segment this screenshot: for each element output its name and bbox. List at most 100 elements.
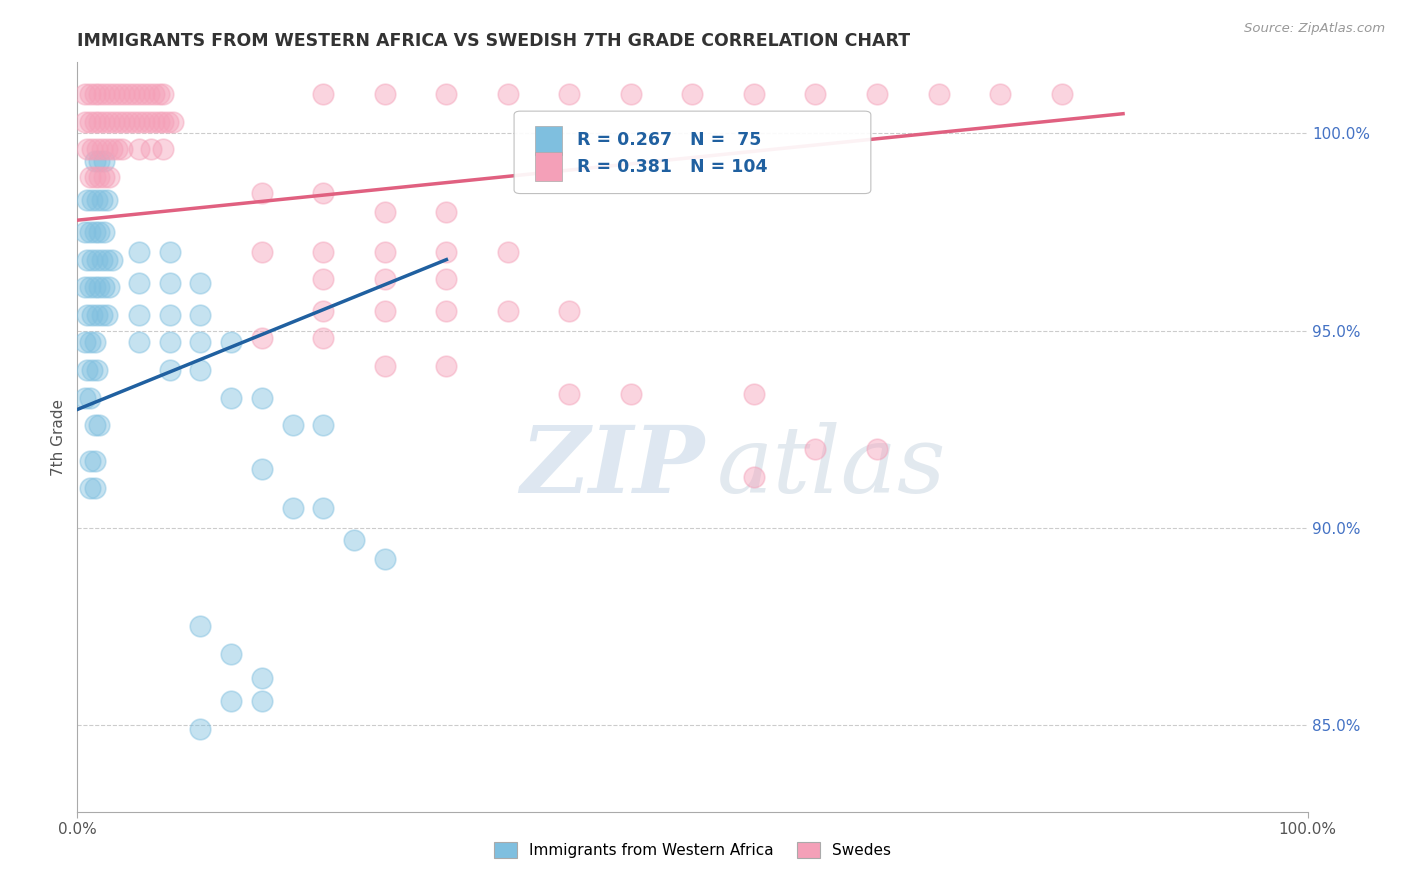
Point (90, 142, 114, 156)
Text: IMMIGRANTS FROM WESTERN AFRICA VS SWEDISH 7TH GRADE CORRELATION CHART: IMMIGRANTS FROM WESTERN AFRICA VS SWEDIS… (77, 32, 911, 50)
Point (79, 280, 101, 294)
Point (436, 87, 458, 101)
Point (73, 280, 96, 294)
Point (83, 225, 105, 239)
Point (73, 87, 96, 101)
Point (742, 386, 765, 401)
Point (82, 363, 104, 377)
Point (436, 205, 458, 219)
Point (76, 363, 98, 377)
Point (89, 87, 111, 101)
Legend: Immigrants from Western Africa, Swedes: Immigrants from Western Africa, Swedes (488, 836, 897, 864)
Point (496, 304, 519, 318)
Point (89, 280, 111, 294)
Point (988, 87, 1011, 101)
Point (82, 194, 104, 208)
Point (250, 391, 273, 405)
Point (152, 114, 174, 128)
Point (152, 87, 174, 101)
FancyBboxPatch shape (536, 153, 562, 181)
Point (122, 114, 145, 128)
Point (86, 252, 108, 267)
Point (103, 114, 125, 128)
Point (250, 461, 273, 475)
Point (83, 418, 105, 433)
Point (93, 280, 115, 294)
Point (93, 154, 115, 169)
Point (159, 335, 181, 350)
Point (108, 87, 131, 101)
Point (118, 87, 141, 101)
Point (103, 87, 125, 101)
Text: ZIP: ZIP (520, 422, 704, 512)
Point (90, 252, 114, 267)
Point (86, 363, 108, 377)
Point (79, 225, 101, 239)
Point (188, 277, 212, 291)
Point (281, 501, 304, 516)
Point (142, 87, 165, 101)
Point (219, 647, 242, 661)
Point (219, 694, 242, 708)
Point (128, 114, 150, 128)
Point (374, 304, 396, 318)
Point (281, 418, 304, 433)
Point (188, 308, 212, 322)
Point (82, 308, 104, 322)
Point (82, 142, 104, 156)
Point (93, 87, 115, 101)
Point (96, 308, 118, 322)
Point (374, 552, 396, 566)
Point (374, 205, 396, 219)
Point (83, 114, 105, 128)
Point (866, 87, 889, 101)
Point (86, 142, 108, 156)
Point (157, 114, 180, 128)
Point (804, 442, 827, 456)
Point (188, 335, 212, 350)
Point (79, 335, 101, 350)
Point (436, 272, 458, 286)
Point (312, 186, 335, 200)
Point (620, 87, 643, 101)
Point (83, 169, 105, 184)
Point (928, 87, 950, 101)
Point (496, 244, 519, 259)
Point (79, 114, 101, 128)
Point (76, 308, 98, 322)
Point (98, 169, 121, 184)
Point (79, 391, 101, 405)
Point (93, 169, 115, 184)
Point (374, 87, 396, 101)
Point (96, 142, 118, 156)
Point (1050, 87, 1073, 101)
Point (742, 469, 765, 483)
Point (219, 391, 242, 405)
Point (89, 169, 111, 184)
Point (101, 142, 124, 156)
Point (312, 331, 335, 345)
Point (96, 194, 118, 208)
Point (83, 280, 105, 294)
Point (138, 87, 160, 101)
Point (374, 244, 396, 259)
Point (128, 335, 150, 350)
Point (98, 87, 121, 101)
Point (132, 87, 155, 101)
Point (159, 244, 181, 259)
Point (162, 114, 184, 128)
Point (250, 331, 273, 345)
Point (188, 363, 212, 377)
Point (108, 114, 131, 128)
Point (79, 481, 101, 495)
Point (105, 142, 128, 156)
FancyBboxPatch shape (515, 112, 870, 194)
Point (866, 442, 889, 456)
Point (82, 252, 104, 267)
Point (804, 87, 827, 101)
Point (148, 114, 170, 128)
Point (122, 87, 145, 101)
Point (118, 114, 141, 128)
Point (73, 225, 96, 239)
Point (312, 272, 335, 286)
